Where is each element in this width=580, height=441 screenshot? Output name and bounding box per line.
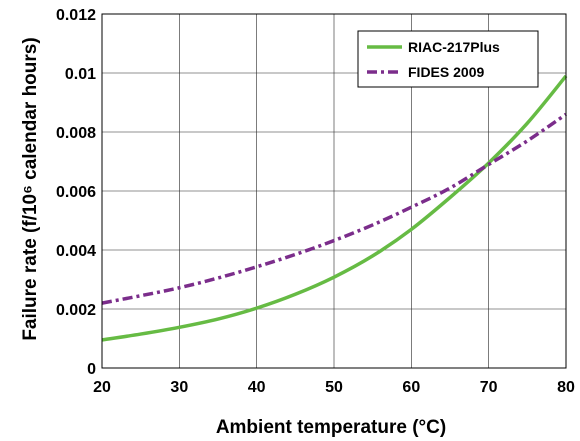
x-tick-label: 70 bbox=[480, 379, 498, 396]
x-tick-label: 40 bbox=[248, 379, 266, 396]
legend-label-fides-2009: FIDES 2009 bbox=[408, 64, 484, 80]
x-axis-label: Ambient temperature (°C) bbox=[216, 417, 446, 438]
x-tick-label: 20 bbox=[93, 379, 111, 396]
y-tick-label: 0.004 bbox=[56, 243, 96, 260]
x-tick-label: 50 bbox=[325, 379, 343, 396]
y-axis-label-text: Failure rate bbox=[20, 238, 41, 340]
y-tick-label: 0.01 bbox=[65, 66, 96, 83]
y-axis-label: Failure rate (f/10⁶ calendar hours) bbox=[20, 37, 41, 340]
y-axis-unit: (f/10⁶ calendar hours) bbox=[20, 37, 41, 233]
y-tick-label: 0.008 bbox=[56, 125, 96, 142]
x-tick-labels: 20 30 40 50 60 70 80 bbox=[93, 379, 575, 396]
legend-box bbox=[357, 30, 539, 88]
x-axis-unit: (°C) bbox=[412, 417, 446, 438]
x-tick-label: 30 bbox=[170, 379, 188, 396]
x-tick-label: 60 bbox=[402, 379, 420, 396]
series-lines bbox=[101, 74, 568, 342]
y-tick-labels: 0 0.002 0.004 0.006 0.008 0.01 0.012 bbox=[56, 7, 96, 378]
y-tick-label: 0 bbox=[87, 361, 96, 378]
x-tick-label: 80 bbox=[557, 379, 575, 396]
y-tick-label: 0.012 bbox=[56, 7, 96, 24]
legend: RIAC-217Plus FIDES 2009 bbox=[357, 30, 539, 88]
y-tick-label: 0.006 bbox=[56, 184, 96, 201]
y-tick-label: 0.002 bbox=[56, 302, 96, 319]
plot-frame bbox=[101, 13, 567, 369]
x-axis-label-text: Ambient temperature bbox=[216, 417, 407, 438]
series-line-fides-2009 bbox=[101, 112, 567, 305]
legend-label-riac-217plus: RIAC-217Plus bbox=[408, 39, 500, 55]
